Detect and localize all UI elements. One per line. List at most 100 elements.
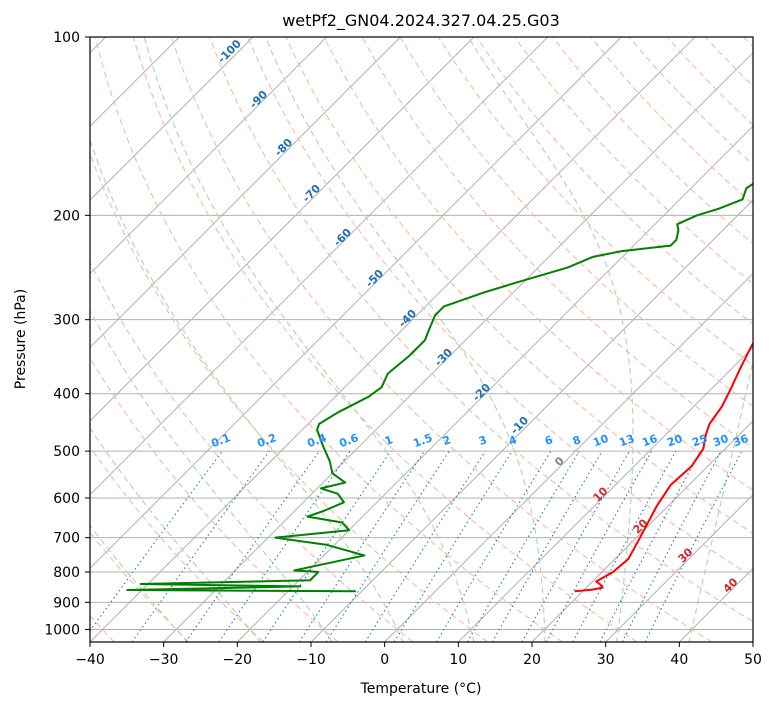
mixing-ratio-label: 13: [617, 432, 636, 449]
dry-adiabat-line: [552, 37, 753, 245]
dry-adiabat-label: 30: [676, 545, 696, 565]
dry-adiabat-line: [514, 37, 753, 285]
dry-adiabat-line: [90, 260, 414, 642]
x-tick-label: 10: [449, 652, 467, 668]
mixing-ratio-label: 10: [591, 432, 610, 450]
mixing-ratio-label: 36: [731, 432, 750, 450]
mixing-ratio-label: 16: [640, 432, 659, 450]
x-tick-label: −40: [75, 652, 105, 668]
mixing-ratio-label: 25: [690, 432, 709, 449]
moist-adiabat-line: [467, 37, 634, 642]
mixing-ratio-label: 0.6: [337, 431, 360, 450]
dry-adiabat-line: [399, 37, 753, 407]
isotherm-gridline: [90, 37, 475, 422]
dry-adiabat-line: [132, 37, 638, 642]
isotherm-gridline: [752, 641, 753, 642]
dry-adiabat-label: -20: [470, 381, 493, 404]
dry-adiabat-line: [90, 356, 339, 642]
x-tick-label: −20: [223, 652, 253, 668]
dry-adiabat-line: [361, 37, 753, 449]
y-tick-label: 900: [53, 595, 80, 611]
y-tick-label: 500: [53, 444, 80, 460]
x-tick-label: −30: [149, 652, 179, 668]
mixing-ratio-line: [467, 450, 580, 642]
mixing-ratio-label: 0.4: [305, 431, 328, 450]
mixing-ratio-line: [218, 450, 351, 642]
dry-adiabat-label: 40: [721, 575, 741, 595]
isotherm-gridline: [90, 37, 622, 570]
dry-adiabat-line: [247, 37, 753, 578]
isotherm-gridline: [90, 37, 696, 642]
y-tick-label: 100: [53, 30, 80, 46]
dry-adiabat-line: [94, 37, 563, 642]
isotherm-gridline: [90, 37, 254, 201]
y-tick-label: 200: [53, 208, 80, 224]
dry-adiabat-label: -60: [331, 226, 354, 249]
dewpoint-profile-line: [126, 182, 753, 593]
dry-adiabat-label: -70: [300, 182, 323, 205]
x-tick-label: 50: [744, 652, 762, 668]
x-tick-label: 30: [597, 652, 615, 668]
plot-frame: [89, 36, 754, 643]
moist-adiabat-line: [143, 37, 475, 642]
dry-adiabat-line: [90, 445, 264, 642]
isotherm-gridline: [531, 420, 753, 642]
dry-adiabat-line: [170, 37, 713, 642]
isotherm-gridline: [163, 51, 753, 642]
isotherm-gridline: [384, 272, 753, 642]
y-tick-label: 700: [53, 531, 80, 547]
dry-adiabat-line: [743, 37, 753, 48]
dry-adiabat-line: [476, 37, 753, 325]
mixing-ratio-line: [185, 450, 320, 642]
mixing-ratio-label: 3: [477, 433, 489, 448]
dry-adiabat-line: [90, 152, 488, 642]
dry-adiabat-label: -80: [272, 136, 295, 159]
mixing-ratio-label: 8: [571, 433, 583, 448]
mixing-ratio-label: 2: [441, 433, 453, 448]
dry-adiabat-label: 10: [591, 484, 611, 504]
mixing-ratio-label: 6: [543, 433, 555, 448]
mixing-ratio-label: 20: [665, 432, 684, 450]
chart-title: wetPf2_GN04.2024.327.04.25.G03: [282, 11, 560, 31]
y-tick-label: 1000: [44, 622, 80, 638]
dry-adiabat-line: [209, 37, 753, 623]
mixing-ratio-line: [90, 450, 223, 632]
moist-adiabat-line: [762, 37, 775, 643]
moist-adiabat-line: [688, 357, 753, 642]
dry-adiabat-label: -90: [247, 88, 270, 111]
mixing-ratio-line: [644, 450, 743, 642]
y-tick-label: 800: [53, 565, 80, 581]
moist-adiabat-line: [90, 309, 333, 642]
mixing-ratio-line: [298, 450, 425, 642]
moist-adiabat-line: [265, 37, 546, 642]
isotherm-gridline: [90, 37, 401, 349]
y-tick-label: 400: [53, 387, 80, 403]
moist-adiabat-line: [90, 427, 261, 642]
mixing-ratio-line: [393, 450, 513, 642]
mixing-ratio-label: 1.5: [411, 431, 434, 450]
isotherm-gridline: [605, 493, 753, 642]
mixing-ratio-line: [521, 450, 630, 642]
mixing-ratio-line: [325, 450, 450, 642]
moist-adiabat-line: [90, 138, 404, 642]
mixing-ratio-line: [599, 450, 702, 642]
dry-adiabat-line: [704, 37, 753, 87]
mixing-ratio-line: [262, 450, 392, 642]
mixing-ratio-line: [131, 450, 270, 642]
isotherm-gridline: [90, 37, 549, 496]
temperature-profile-line: [574, 341, 753, 593]
x-tick-label: 20: [523, 652, 541, 668]
dry-adiabat-label: -50: [363, 267, 386, 290]
mixing-ratio-line: [435, 450, 552, 642]
dry-adiabat-label: -40: [396, 307, 419, 330]
mixing-ratio-label: 0.2: [255, 431, 278, 450]
y-tick-label: 300: [53, 313, 80, 329]
x-tick-label: −10: [296, 652, 326, 668]
mixing-ratio-line: [572, 450, 677, 642]
isotherm-gridline: [90, 37, 328, 275]
dry-adiabat-label: 20: [631, 516, 651, 536]
dry-adiabat-label: -100: [215, 37, 244, 66]
plot-area: [90, 37, 775, 643]
isotherm-gridline: [678, 567, 753, 642]
dry-adiabat-line: [437, 37, 753, 366]
